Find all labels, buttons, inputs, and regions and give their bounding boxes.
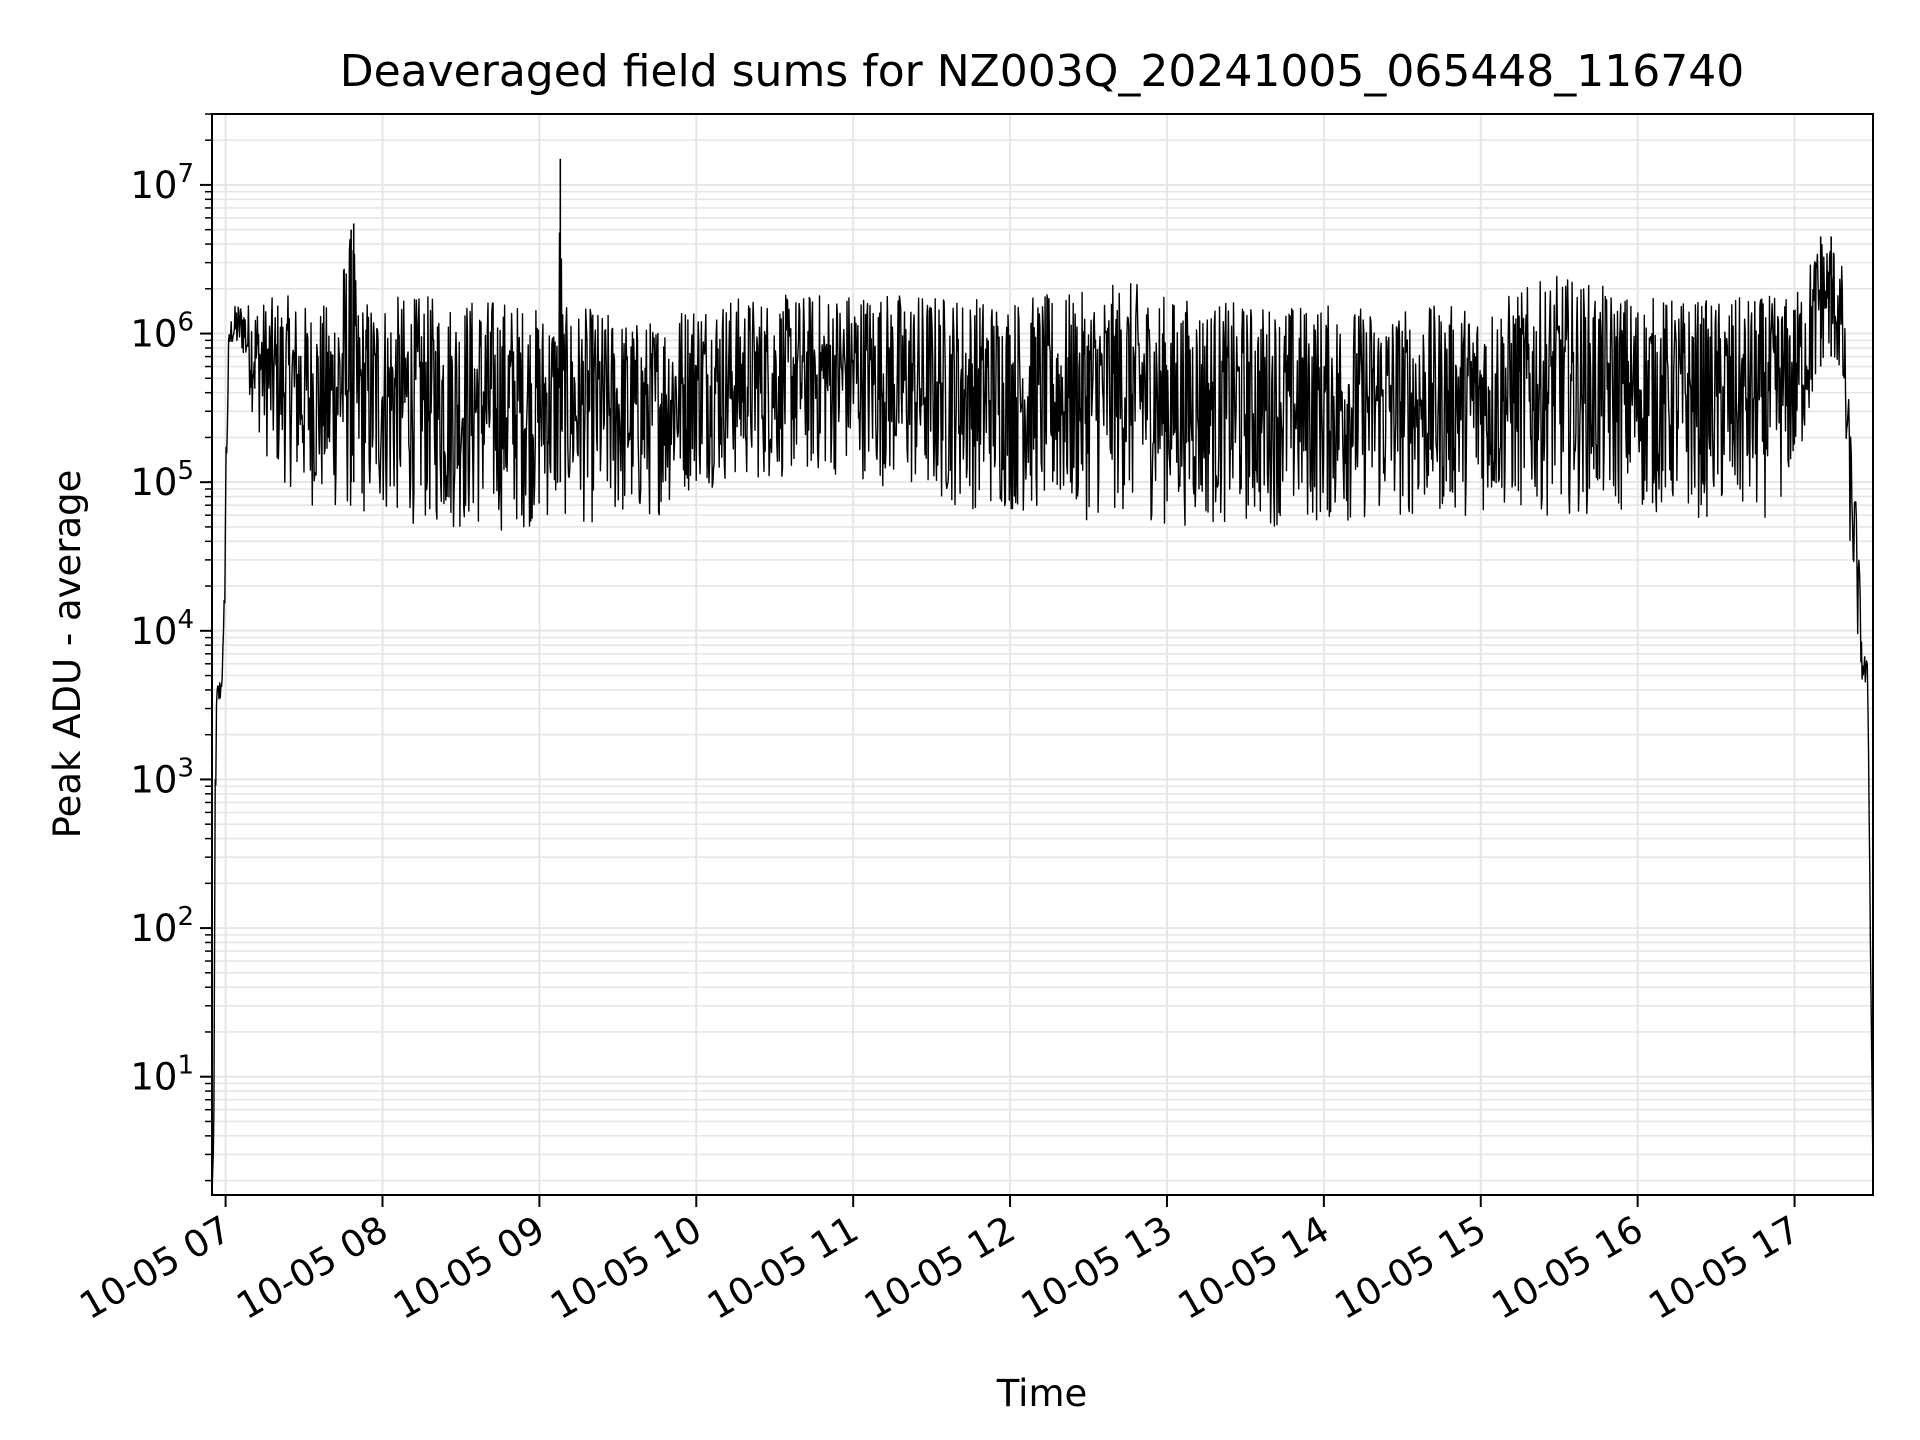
y-tick-label: 105 (130, 456, 194, 504)
y-axis-label: Peak ADU - average (46, 470, 89, 839)
x-tick-label: 10-05 10 (543, 1208, 709, 1328)
x-tick-label: 10-05 12 (857, 1208, 1023, 1328)
x-tick-label: 10-05 11 (700, 1208, 866, 1328)
chart-title: Deaveraged field sums for NZ003Q_2024100… (340, 46, 1745, 97)
x-tick-label: 10-05 15 (1328, 1208, 1494, 1328)
y-tick-label: 101 (130, 1051, 194, 1099)
y-tick-label: 106 (130, 308, 194, 356)
data-layer (211, 158, 1874, 1196)
y-tick-label: 104 (130, 605, 194, 653)
grid-layer (212, 113, 1873, 1195)
y-tick-label: 103 (130, 753, 194, 801)
data-line (211, 232, 1874, 1196)
x-tick-label: 10-05 08 (229, 1208, 395, 1328)
x-tick-label: 10-05 07 (73, 1208, 239, 1328)
x-tick-label: 10-05 16 (1485, 1208, 1651, 1328)
y-tick-label: 102 (130, 902, 194, 950)
x-tick-label: 10-05 17 (1641, 1208, 1807, 1328)
x-axis-label: Time (996, 1372, 1088, 1415)
x-tick-label: 10-05 14 (1171, 1208, 1337, 1328)
x-tick-label: 10-05 13 (1014, 1208, 1180, 1328)
x-tick-label: 10-05 09 (386, 1208, 552, 1328)
y-tick-label: 107 (130, 159, 194, 207)
